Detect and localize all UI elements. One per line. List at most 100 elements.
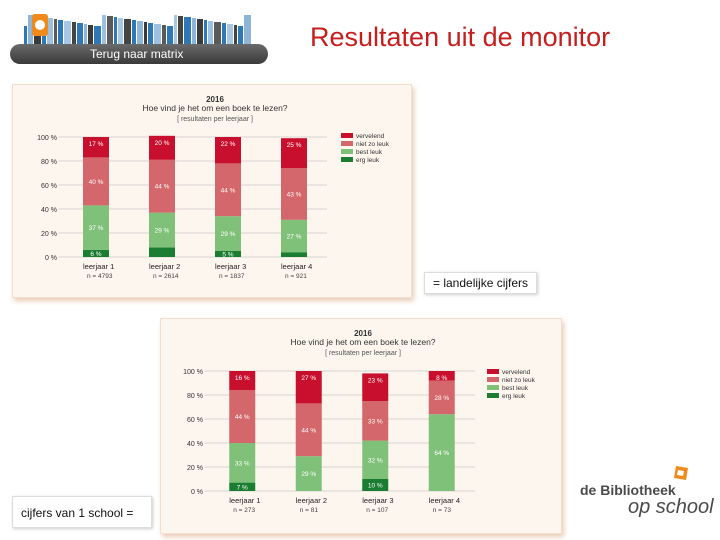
bar-segment (215, 163, 241, 217)
bar-data-label: 29 % (221, 231, 236, 238)
y-tick-label: 0 % (45, 255, 57, 262)
logo-text-line2: op school (628, 496, 714, 518)
legend-swatch (487, 393, 499, 398)
bar-data-label: 5 % (222, 252, 233, 259)
bar-segment (215, 216, 241, 251)
x-category-label: leerjaar 3 (362, 496, 393, 505)
y-tick-label: 0 % (191, 489, 203, 496)
x-category-label: leerjaar 4 (281, 262, 312, 271)
bar-data-label: 33 % (235, 460, 250, 467)
bar-data-label: 27 % (301, 375, 316, 382)
bar-data-label: 32 % (368, 457, 383, 464)
y-tick-label: 60 % (187, 417, 203, 424)
bar-segment (295, 403, 322, 457)
national-figures-note: = landelijke cijfers (424, 272, 538, 294)
x-n-label: n = 107 (366, 507, 388, 514)
y-tick-label: 20 % (187, 465, 203, 472)
chart-title: 2016 (354, 329, 372, 338)
legend-label: niet zo leuk (356, 141, 390, 148)
bar-data-label: 64 % (434, 450, 449, 457)
bar-segment (229, 443, 256, 483)
legend-label: vervelend (356, 133, 385, 140)
bar-segment (149, 247, 175, 257)
bar-data-label: 17 % (89, 141, 104, 148)
x-category-label: leerjaar 4 (429, 496, 460, 505)
legend-swatch (487, 385, 499, 390)
bar-data-label: 33 % (368, 418, 383, 425)
bar-data-label: 20 % (155, 140, 170, 147)
bar-segment (83, 249, 109, 257)
bibliotheek-logo: de Bibliotheek op school (576, 464, 716, 526)
bar-data-label: 25 % (287, 142, 302, 149)
x-category-label: leerjaar 3 (215, 262, 246, 271)
bar-data-label: 8 % (436, 375, 447, 382)
legend-label: erg leuk (356, 157, 380, 164)
bar-data-label: 10 % (368, 483, 383, 490)
x-category-label: leerjaar 1 (83, 262, 114, 271)
chart-panel-school: 2016 Hoe vind je het om een boek te lezen… (160, 318, 562, 534)
y-tick-label: 80 % (41, 159, 57, 166)
x-n-label: n = 921 (285, 273, 307, 280)
x-category-label: leerjaar 2 (296, 496, 327, 505)
bar-segment (281, 252, 307, 257)
x-n-label: n = 1837 (219, 273, 245, 280)
bar-segment (215, 251, 241, 257)
legend-swatch (341, 133, 353, 138)
bar-segment (83, 157, 109, 206)
bar-segment (428, 380, 455, 415)
bar-segment (428, 371, 455, 381)
bar-segment (229, 371, 256, 391)
y-tick-label: 100 % (183, 369, 203, 376)
legend-label: best leuk (502, 385, 529, 392)
x-category-label: leerjaar 2 (149, 262, 180, 271)
legend-swatch (341, 141, 353, 146)
y-tick-label: 40 % (187, 441, 203, 448)
back-to-matrix-button[interactable]: Terug naar matrix (10, 44, 268, 64)
bookshelf-banner (24, 14, 251, 44)
legend-label: erg leuk (502, 393, 526, 400)
bar-data-label: 37 % (89, 225, 104, 232)
bar-data-label: 27 % (287, 234, 302, 241)
legend-label: best leuk (356, 149, 383, 156)
x-category-label: leerjaar 1 (229, 496, 260, 505)
bar-segment (428, 414, 455, 491)
bar-data-label: 6 % (90, 251, 101, 258)
bar-data-label: 43 % (287, 192, 302, 199)
legend-label: niet zo leuk (502, 377, 536, 384)
legend-swatch (487, 377, 499, 382)
bar-segment (149, 212, 175, 248)
bar-data-label: 44 % (155, 184, 170, 191)
chart-caption: [ resultaten per leerjaar ] (325, 350, 401, 357)
chart-panel-national: 2016 Hoe vind je het om een boek te lezen… (12, 84, 412, 298)
bar-segment (83, 205, 109, 250)
x-n-label: n = 2614 (153, 273, 179, 280)
bar-data-label: 29 % (301, 471, 316, 478)
bar-segment (229, 390, 256, 443)
bar-segment (362, 479, 389, 491)
x-n-label: n = 73 (433, 507, 452, 514)
y-tick-label: 80 % (187, 393, 203, 400)
bar-segment (281, 219, 307, 253)
chart-subtitle: Hoe vind je het om een boek te lezen? (290, 337, 435, 347)
legend-swatch (487, 369, 499, 374)
bar-data-label: 22 % (221, 141, 236, 148)
logo-mark-icon (674, 466, 688, 480)
chart-caption: [ resultaten per leerjaar ] (177, 116, 253, 123)
bar-segment (362, 401, 389, 441)
x-n-label: n = 81 (300, 507, 319, 514)
y-tick-label: 20 % (41, 231, 57, 238)
y-tick-label: 40 % (41, 207, 57, 214)
bar-segment (215, 137, 241, 164)
bar-segment (295, 371, 322, 404)
bar-data-label: 44 % (235, 414, 250, 421)
x-n-label: n = 273 (233, 507, 255, 514)
bar-data-label: 7 % (237, 484, 248, 491)
bar-segment (362, 373, 389, 401)
y-tick-label: 100 % (37, 135, 57, 142)
bar-segment (83, 137, 109, 158)
page-title: Resultaten uit de monitor (310, 22, 611, 52)
x-n-label: n = 4793 (87, 273, 113, 280)
bar-data-label: 23 % (368, 377, 383, 384)
logo-text-line1: de Bibliotheek (580, 482, 676, 498)
